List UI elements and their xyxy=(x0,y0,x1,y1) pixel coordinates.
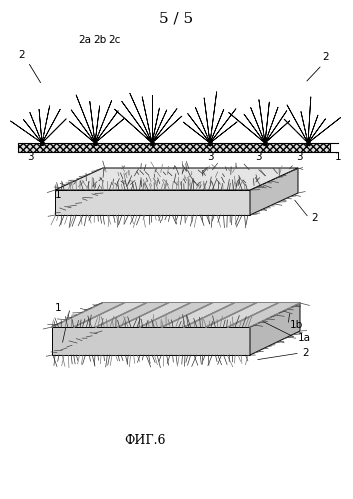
Text: 3: 3 xyxy=(207,152,213,162)
Polygon shape xyxy=(195,107,211,145)
Text: 1: 1 xyxy=(55,190,61,200)
Polygon shape xyxy=(74,303,146,327)
Polygon shape xyxy=(41,106,50,146)
Text: 1a: 1a xyxy=(298,333,311,343)
Polygon shape xyxy=(90,101,95,145)
Text: 1: 1 xyxy=(335,152,341,162)
Text: 2b: 2b xyxy=(93,35,106,45)
Text: 1b: 1b xyxy=(290,320,303,330)
Text: 3: 3 xyxy=(255,152,261,162)
Polygon shape xyxy=(96,303,168,327)
Text: 2: 2 xyxy=(302,348,309,358)
Text: 2c: 2c xyxy=(108,35,120,45)
Polygon shape xyxy=(151,110,167,146)
Polygon shape xyxy=(142,97,152,146)
Polygon shape xyxy=(250,303,300,355)
Polygon shape xyxy=(284,119,310,145)
Polygon shape xyxy=(250,168,298,215)
Polygon shape xyxy=(52,303,124,327)
Polygon shape xyxy=(264,107,278,145)
Polygon shape xyxy=(114,109,154,145)
Text: 2: 2 xyxy=(19,50,25,60)
Polygon shape xyxy=(184,303,256,327)
Text: 3: 3 xyxy=(172,303,178,313)
Polygon shape xyxy=(259,100,265,146)
Polygon shape xyxy=(210,92,217,146)
Bar xyxy=(18,143,330,152)
Polygon shape xyxy=(162,303,234,327)
Polygon shape xyxy=(52,303,300,327)
Text: 3: 3 xyxy=(27,152,33,162)
Text: 2: 2 xyxy=(311,213,318,223)
Polygon shape xyxy=(30,112,43,145)
Polygon shape xyxy=(244,114,267,145)
Text: 5 / 5: 5 / 5 xyxy=(159,11,193,25)
Polygon shape xyxy=(301,112,309,145)
Text: ФИГ.6: ФИГ.6 xyxy=(124,434,166,447)
Polygon shape xyxy=(55,190,250,215)
Text: 1: 1 xyxy=(55,303,61,313)
Polygon shape xyxy=(52,327,250,355)
Polygon shape xyxy=(118,303,190,327)
Polygon shape xyxy=(94,101,112,146)
Text: 3: 3 xyxy=(296,152,302,162)
Polygon shape xyxy=(206,303,278,327)
Polygon shape xyxy=(71,110,97,146)
Polygon shape xyxy=(11,121,44,145)
Text: 2a: 2a xyxy=(78,35,91,45)
Text: 2: 2 xyxy=(323,52,329,62)
Polygon shape xyxy=(228,303,300,327)
Text: ФИГ.5: ФИГ.5 xyxy=(99,174,141,187)
Polygon shape xyxy=(140,303,212,327)
Polygon shape xyxy=(55,168,298,190)
